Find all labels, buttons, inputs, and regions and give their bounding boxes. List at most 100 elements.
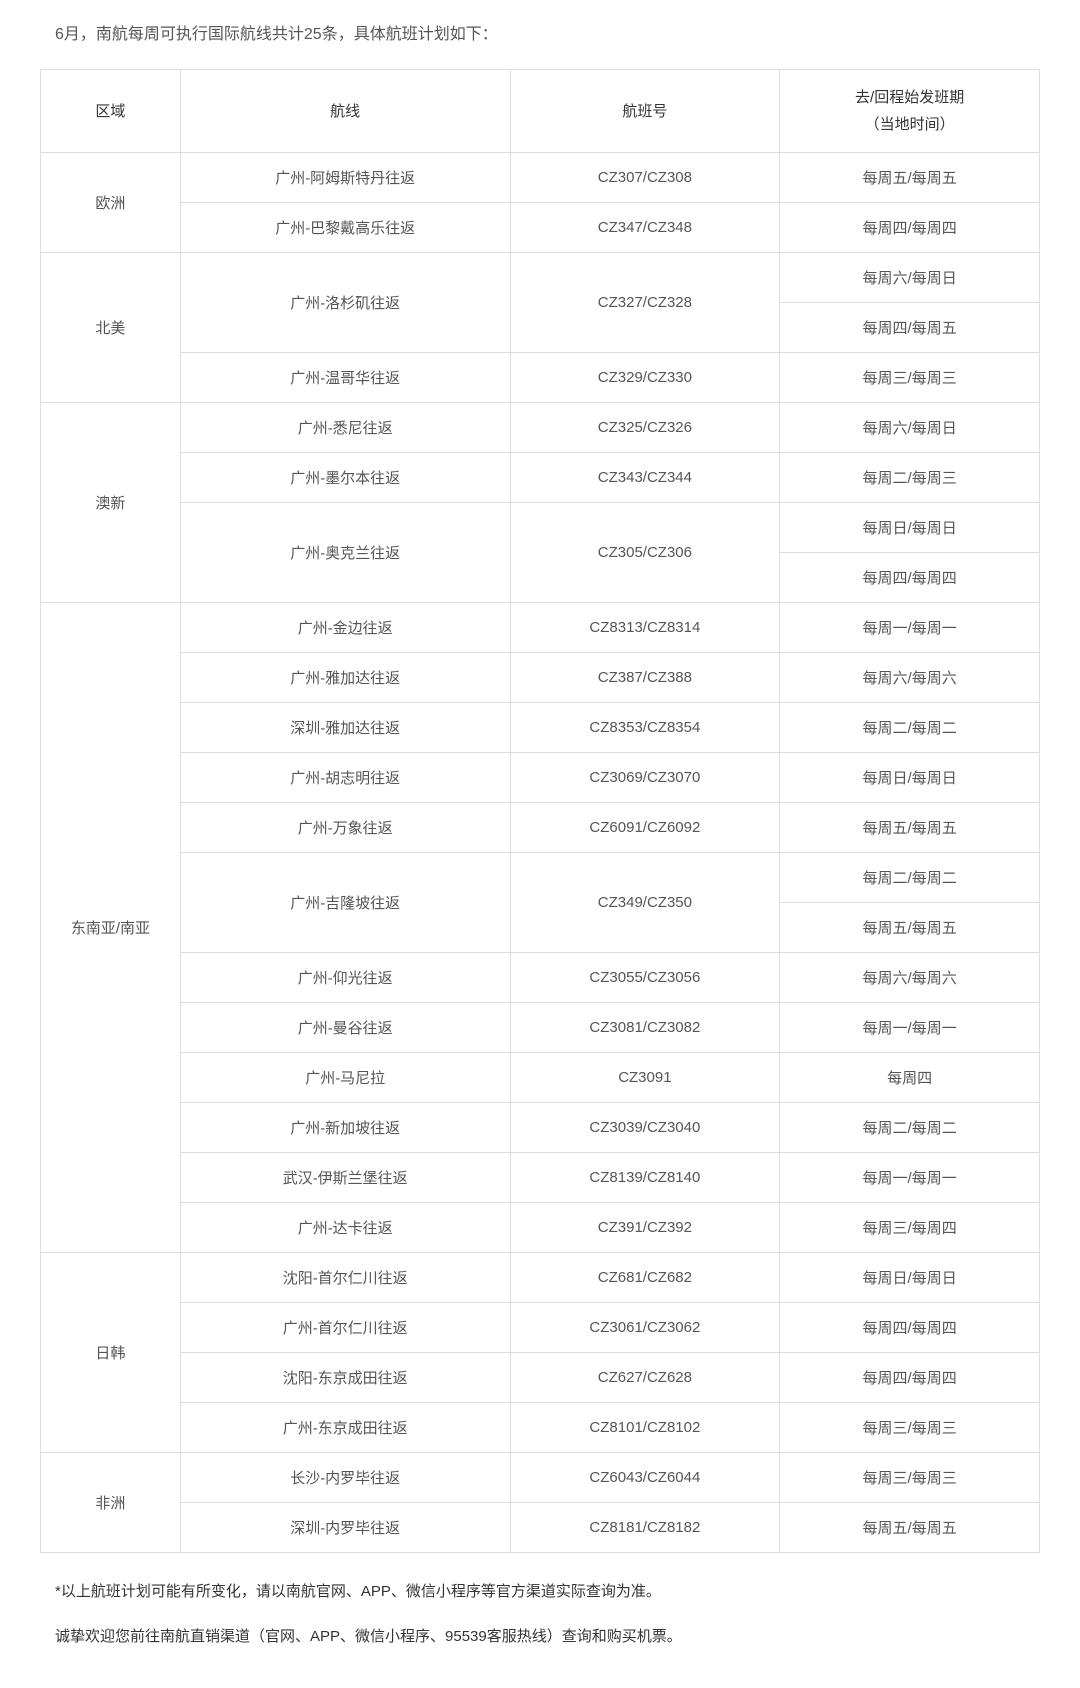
schedule-cell: 每周一/每周一	[780, 1153, 1040, 1203]
flight-no-cell: CZ347/CZ348	[510, 203, 780, 253]
header-region: 区域	[41, 70, 181, 153]
region-cell: 日韩	[41, 1253, 181, 1453]
region-cell: 欧洲	[41, 153, 181, 253]
route-cell: 武汉-伊斯兰堡往返	[180, 1153, 510, 1203]
table-body: 欧洲广州-阿姆斯特丹往返CZ307/CZ308每周五/每周五广州-巴黎戴高乐往返…	[41, 153, 1040, 1553]
footer-note-1: *以上航班计划可能有所变化，请以南航官网、APP、微信小程序等官方渠道实际查询为…	[55, 1578, 1040, 1605]
schedule-cell: 每周五/每周五	[780, 1503, 1040, 1553]
intro-text: 6月，南航每周可执行国际航线共计25条，具体航班计划如下：	[55, 20, 1040, 44]
schedule-cell: 每周五/每周五	[780, 903, 1040, 953]
table-row: 沈阳-东京成田往返CZ627/CZ628每周四/每周四	[41, 1353, 1040, 1403]
table-row: 北美广州-洛杉矶往返CZ327/CZ328每周六/每周日	[41, 253, 1040, 303]
table-row: 日韩沈阳-首尔仁川往返CZ681/CZ682每周日/每周日	[41, 1253, 1040, 1303]
flight-no-cell: CZ3091	[510, 1053, 780, 1103]
route-cell: 广州-曼谷往返	[180, 1003, 510, 1053]
flight-no-cell: CZ329/CZ330	[510, 353, 780, 403]
table-row: 广州-马尼拉CZ3091每周四	[41, 1053, 1040, 1103]
table-row: 东南亚/南亚广州-金边往返CZ8313/CZ8314每周一/每周一	[41, 603, 1040, 653]
header-flight-no: 航班号	[510, 70, 780, 153]
schedule-cell: 每周五/每周五	[780, 803, 1040, 853]
schedule-cell: 每周日/每周日	[780, 503, 1040, 553]
table-row: 广州-达卡往返CZ391/CZ392每周三/每周四	[41, 1203, 1040, 1253]
table-row: 广州-首尔仁川往返CZ3061/CZ3062每周四/每周四	[41, 1303, 1040, 1353]
schedule-cell: 每周二/每周三	[780, 453, 1040, 503]
route-cell: 深圳-内罗毕往返	[180, 1503, 510, 1553]
schedule-cell: 每周三/每周三	[780, 1403, 1040, 1453]
route-cell: 广州-仰光往返	[180, 953, 510, 1003]
schedule-cell: 每周二/每周二	[780, 1103, 1040, 1153]
flight-no-cell: CZ387/CZ388	[510, 653, 780, 703]
table-row: 广州-墨尔本往返CZ343/CZ344每周二/每周三	[41, 453, 1040, 503]
route-cell: 广州-阿姆斯特丹往返	[180, 153, 510, 203]
route-cell: 深圳-雅加达往返	[180, 703, 510, 753]
flight-no-cell: CZ3061/CZ3062	[510, 1303, 780, 1353]
schedule-cell: 每周四/每周四	[780, 1353, 1040, 1403]
route-cell: 广州-东京成田往返	[180, 1403, 510, 1453]
table-header-row: 区域 航线 航班号 去/回程始发班期（当地时间）	[41, 70, 1040, 153]
flight-no-cell: CZ3055/CZ3056	[510, 953, 780, 1003]
schedule-cell: 每周四/每周四	[780, 553, 1040, 603]
flight-no-cell: CZ3069/CZ3070	[510, 753, 780, 803]
route-cell: 广州-墨尔本往返	[180, 453, 510, 503]
region-cell: 非洲	[41, 1453, 181, 1553]
route-cell: 沈阳-东京成田往返	[180, 1353, 510, 1403]
route-cell: 广州-新加坡往返	[180, 1103, 510, 1153]
route-cell: 广州-万象往返	[180, 803, 510, 853]
route-cell: 沈阳-首尔仁川往返	[180, 1253, 510, 1303]
schedule-cell: 每周五/每周五	[780, 153, 1040, 203]
table-row: 广州-万象往返CZ6091/CZ6092每周五/每周五	[41, 803, 1040, 853]
table-row: 广州-奥克兰往返CZ305/CZ306每周日/每周日	[41, 503, 1040, 553]
route-cell: 广州-奥克兰往返	[180, 503, 510, 603]
schedule-cell: 每周六/每周日	[780, 253, 1040, 303]
flight-no-cell: CZ6091/CZ6092	[510, 803, 780, 853]
flight-no-cell: CZ3081/CZ3082	[510, 1003, 780, 1053]
route-cell: 广州-巴黎戴高乐往返	[180, 203, 510, 253]
flight-no-cell: CZ6043/CZ6044	[510, 1453, 780, 1503]
schedule-cell: 每周三/每周三	[780, 1453, 1040, 1503]
flight-no-cell: CZ307/CZ308	[510, 153, 780, 203]
table-row: 非洲长沙-内罗毕往返CZ6043/CZ6044每周三/每周三	[41, 1453, 1040, 1503]
flight-no-cell: CZ8101/CZ8102	[510, 1403, 780, 1453]
schedule-cell: 每周六/每周六	[780, 953, 1040, 1003]
table-row: 欧洲广州-阿姆斯特丹往返CZ307/CZ308每周五/每周五	[41, 153, 1040, 203]
flight-no-cell: CZ8353/CZ8354	[510, 703, 780, 753]
flight-no-cell: CZ8313/CZ8314	[510, 603, 780, 653]
route-cell: 广州-胡志明往返	[180, 753, 510, 803]
schedule-cell: 每周四/每周四	[780, 203, 1040, 253]
route-cell: 广州-温哥华往返	[180, 353, 510, 403]
route-cell: 广州-首尔仁川往返	[180, 1303, 510, 1353]
table-row: 广州-雅加达往返CZ387/CZ388每周六/每周六	[41, 653, 1040, 703]
route-cell: 广州-马尼拉	[180, 1053, 510, 1103]
schedule-cell: 每周四	[780, 1053, 1040, 1103]
schedule-cell: 每周六/每周六	[780, 653, 1040, 703]
footer-notes: *以上航班计划可能有所变化，请以南航官网、APP、微信小程序等官方渠道实际查询为…	[55, 1578, 1040, 1650]
schedule-cell: 每周三/每周三	[780, 353, 1040, 403]
table-row: 武汉-伊斯兰堡往返CZ8139/CZ8140每周一/每周一	[41, 1153, 1040, 1203]
table-row: 广州-胡志明往返CZ3069/CZ3070每周日/每周日	[41, 753, 1040, 803]
route-cell: 广州-金边往返	[180, 603, 510, 653]
flight-no-cell: CZ627/CZ628	[510, 1353, 780, 1403]
table-row: 深圳-内罗毕往返CZ8181/CZ8182每周五/每周五	[41, 1503, 1040, 1553]
flight-no-cell: CZ3039/CZ3040	[510, 1103, 780, 1153]
flight-no-cell: CZ349/CZ350	[510, 853, 780, 953]
flight-no-cell: CZ391/CZ392	[510, 1203, 780, 1253]
route-cell: 广州-洛杉矶往返	[180, 253, 510, 353]
header-route: 航线	[180, 70, 510, 153]
flight-no-cell: CZ8139/CZ8140	[510, 1153, 780, 1203]
table-row: 广州-东京成田往返CZ8101/CZ8102每周三/每周三	[41, 1403, 1040, 1453]
schedule-cell: 每周四/每周五	[780, 303, 1040, 353]
route-cell: 广州-达卡往返	[180, 1203, 510, 1253]
region-cell: 北美	[41, 253, 181, 403]
route-cell: 广州-雅加达往返	[180, 653, 510, 703]
route-cell: 长沙-内罗毕往返	[180, 1453, 510, 1503]
table-row: 广州-吉隆坡往返CZ349/CZ350每周二/每周二	[41, 853, 1040, 903]
route-cell: 广州-吉隆坡往返	[180, 853, 510, 953]
schedule-cell: 每周二/每周二	[780, 853, 1040, 903]
schedule-cell: 每周二/每周二	[780, 703, 1040, 753]
footer-note-2: 诚挚欢迎您前往南航直销渠道（官网、APP、微信小程序、95539客服热线）查询和…	[55, 1623, 1040, 1650]
schedule-cell: 每周一/每周一	[780, 1003, 1040, 1053]
table-row: 深圳-雅加达往返CZ8353/CZ8354每周二/每周二	[41, 703, 1040, 753]
flight-no-cell: CZ325/CZ326	[510, 403, 780, 453]
schedule-cell: 每周四/每周四	[780, 1303, 1040, 1353]
region-cell: 东南亚/南亚	[41, 603, 181, 1253]
